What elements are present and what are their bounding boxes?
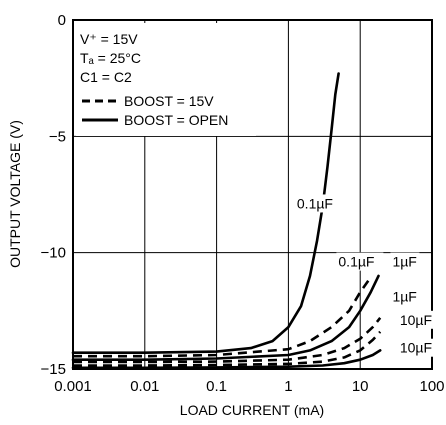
y-tick-label: −5 bbox=[49, 128, 66, 145]
x-tick-label: 0.01 bbox=[130, 378, 159, 395]
condition-supply: V⁺ = 15V bbox=[80, 31, 138, 47]
x-tick-label: 0.001 bbox=[54, 378, 92, 395]
y-tick-label: −15 bbox=[41, 361, 66, 378]
curve-label: 10µF bbox=[400, 312, 432, 328]
conditions-background bbox=[76, 23, 256, 136]
plot-area bbox=[72, 19, 433, 370]
y-tick-label: −10 bbox=[41, 245, 66, 262]
series-line bbox=[71, 274, 380, 361]
x-tick-label: 0.1 bbox=[206, 378, 227, 395]
x-tick-label: 100 bbox=[419, 378, 444, 395]
series-lines bbox=[71, 72, 382, 370]
y-ticks: 0 −5 −10 −15 bbox=[41, 12, 66, 378]
series-line bbox=[73, 279, 370, 358]
curve-labels: 0.1µF 0.1µF 1µF 1µF 10µF 10µF bbox=[294, 194, 436, 357]
series-line bbox=[73, 316, 382, 364]
legend-boost-15v: BOOST = 15V bbox=[124, 93, 214, 109]
legend-boost-open: BOOST = OPEN bbox=[124, 112, 228, 128]
curve-label: 1µF bbox=[392, 254, 416, 270]
condition-temperature: Tₐ = 25°C bbox=[80, 50, 141, 66]
curve-label-background bbox=[336, 252, 384, 271]
y-tick-label: 0 bbox=[58, 12, 66, 29]
curve-label: 0.1µF bbox=[297, 195, 333, 211]
y-axis-label: OUTPUT VOLTAGE (V) bbox=[7, 120, 23, 268]
curve-label-background bbox=[390, 252, 420, 271]
curve-label: 0.1µF bbox=[338, 254, 374, 270]
conditions-box: V⁺ = 15V Tₐ = 25°C C1 = C2 BOOST = 15V B… bbox=[76, 23, 256, 136]
curve-label-background bbox=[390, 287, 420, 306]
plot-frame bbox=[72, 19, 433, 370]
curve-label-background bbox=[294, 194, 342, 213]
x-tick-label: 10 bbox=[352, 378, 369, 395]
series-line bbox=[71, 349, 382, 370]
condition-capacitors: C1 = C2 bbox=[80, 69, 132, 85]
curve-label-background bbox=[397, 338, 436, 357]
curve-label: 1µF bbox=[392, 289, 416, 305]
x-axis-label: LOAD CURRENT (mA) bbox=[180, 402, 324, 418]
series-line bbox=[73, 330, 382, 367]
curve-label-background bbox=[397, 310, 436, 329]
series-line bbox=[71, 72, 340, 354]
x-tick-label: 1 bbox=[284, 378, 292, 395]
curve-label: 10µF bbox=[400, 340, 432, 356]
x-ticks: 0.001 0.01 0.1 1 10 100 bbox=[54, 378, 444, 395]
